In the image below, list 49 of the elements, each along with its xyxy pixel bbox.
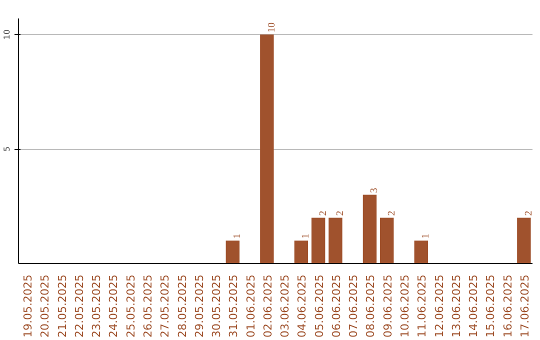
x-tick-label: 29.05.2025 [192, 274, 206, 338]
x-tick-label: 10.06.2025 [398, 274, 412, 338]
data-label: 3 [369, 188, 380, 193]
x-tick-label: 01.06.2025 [244, 274, 258, 338]
data-label: 2 [318, 210, 329, 216]
x-tick-label: 22.05.2025 [72, 274, 86, 338]
x-tick-label: 11.06.2025 [416, 274, 429, 338]
x-tick-label: 20.05.2025 [38, 274, 52, 338]
bar [311, 218, 326, 264]
data-label: 2 [334, 210, 346, 216]
data-label: 2 [523, 210, 534, 216]
x-tick-label: 26.05.2025 [142, 274, 154, 338]
data-label: 2 [386, 210, 398, 216]
y-tick-label: 5 [2, 146, 12, 152]
bar [294, 240, 308, 264]
data-label: 1 [232, 234, 244, 239]
x-tick-label: 03.06.2025 [278, 274, 292, 338]
data-label: 1 [300, 234, 312, 239]
x-tick-label: 08.06.2025 [364, 274, 378, 338]
x-tick-label: 25.05.2025 [124, 274, 138, 338]
x-tick-label: 13.06.2025 [450, 274, 463, 338]
bar [328, 218, 342, 264]
data-label: 1 [420, 234, 432, 239]
x-tick-label: 14.06.2025 [467, 274, 480, 338]
x-tick-label: 17.06.2025 [518, 274, 532, 338]
x-tick-label: 27.05.2025 [158, 274, 172, 338]
x-tick-label: 15.06.2025 [484, 274, 498, 338]
x-tick-label: 07.06.2025 [347, 274, 360, 338]
x-tick-label: 16.06.2025 [501, 274, 514, 338]
x-tick-label: 05.06.2025 [312, 274, 326, 338]
x-tick-label: 30.05.2025 [210, 274, 224, 338]
data-label: 10 [266, 22, 278, 33]
bar [380, 218, 394, 264]
x-tick-label: 31.05.2025 [227, 274, 240, 338]
x-tick-label: 28.05.2025 [176, 274, 189, 338]
bar [260, 34, 274, 264]
x-tick-label: 06.06.2025 [330, 274, 343, 338]
x-tick-label: 02.06.2025 [261, 274, 274, 338]
bar [226, 240, 240, 264]
bar [517, 218, 531, 264]
x-tick-label: 19.05.2025 [22, 274, 35, 338]
x-tick-label: 04.06.2025 [296, 274, 309, 338]
x-tick-label: 24.05.2025 [107, 274, 120, 338]
x-tick-label: 12.06.2025 [432, 274, 446, 338]
bar [414, 240, 428, 264]
x-tick-label: 09.06.2025 [381, 274, 394, 338]
x-tick-label: 23.05.2025 [90, 274, 104, 338]
x-tick-label: 21.05.2025 [56, 274, 69, 338]
bar [362, 194, 377, 264]
